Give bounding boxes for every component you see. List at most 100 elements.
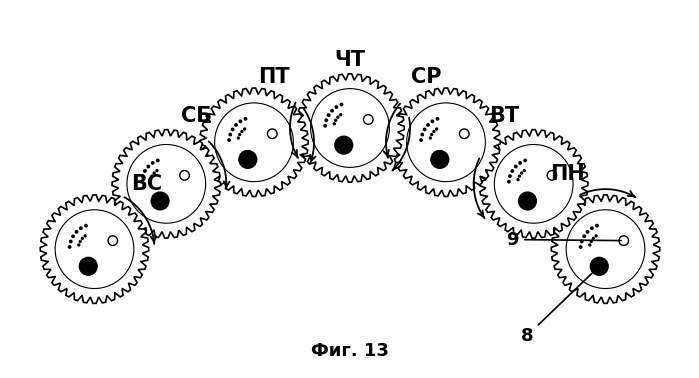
- Polygon shape: [552, 195, 660, 304]
- Circle shape: [586, 230, 589, 234]
- Circle shape: [229, 133, 232, 136]
- Circle shape: [619, 236, 628, 245]
- Circle shape: [71, 234, 75, 238]
- Circle shape: [326, 113, 331, 117]
- Circle shape: [590, 226, 594, 230]
- Text: ЧТ: ЧТ: [335, 50, 366, 70]
- Circle shape: [155, 169, 159, 172]
- Circle shape: [83, 234, 87, 237]
- Circle shape: [588, 243, 591, 246]
- Circle shape: [494, 144, 573, 223]
- Circle shape: [340, 102, 343, 107]
- Circle shape: [419, 138, 423, 142]
- Circle shape: [579, 245, 582, 249]
- Circle shape: [518, 175, 521, 178]
- Circle shape: [234, 123, 238, 127]
- Circle shape: [339, 113, 343, 116]
- Polygon shape: [41, 195, 149, 304]
- Circle shape: [80, 237, 84, 240]
- Circle shape: [323, 124, 327, 128]
- Circle shape: [514, 164, 518, 169]
- Circle shape: [363, 115, 373, 124]
- Circle shape: [55, 210, 134, 288]
- Circle shape: [590, 257, 609, 276]
- Circle shape: [84, 224, 88, 228]
- Circle shape: [77, 243, 80, 246]
- Circle shape: [589, 240, 593, 243]
- Text: ВС: ВС: [131, 174, 162, 194]
- Circle shape: [237, 136, 240, 140]
- Circle shape: [310, 88, 389, 167]
- Text: 8: 8: [521, 268, 597, 345]
- Circle shape: [243, 117, 247, 121]
- Circle shape: [156, 158, 159, 162]
- Circle shape: [507, 180, 511, 184]
- Circle shape: [240, 130, 243, 133]
- Circle shape: [432, 130, 435, 133]
- Circle shape: [238, 133, 241, 136]
- Text: СР: СР: [411, 67, 441, 87]
- Text: ПН: ПН: [550, 164, 585, 184]
- Circle shape: [143, 169, 147, 173]
- Circle shape: [423, 127, 426, 131]
- Circle shape: [333, 122, 336, 125]
- Circle shape: [151, 161, 154, 165]
- Circle shape: [227, 138, 231, 142]
- Polygon shape: [200, 88, 308, 197]
- Circle shape: [68, 245, 71, 249]
- Circle shape: [79, 257, 98, 276]
- Circle shape: [426, 123, 430, 127]
- Circle shape: [582, 234, 586, 238]
- Circle shape: [150, 191, 170, 211]
- Circle shape: [595, 234, 598, 237]
- Circle shape: [523, 169, 526, 172]
- Circle shape: [431, 119, 434, 123]
- Circle shape: [215, 103, 294, 182]
- Text: 9: 9: [507, 231, 621, 249]
- Circle shape: [524, 158, 527, 162]
- Circle shape: [435, 117, 440, 121]
- Circle shape: [238, 150, 257, 169]
- Circle shape: [330, 109, 334, 113]
- Circle shape: [140, 174, 145, 178]
- Circle shape: [268, 129, 277, 139]
- Circle shape: [75, 230, 78, 234]
- Circle shape: [79, 226, 82, 230]
- Circle shape: [517, 178, 519, 181]
- Circle shape: [238, 119, 243, 123]
- Circle shape: [334, 136, 354, 155]
- Circle shape: [518, 191, 537, 211]
- Polygon shape: [480, 130, 588, 238]
- Circle shape: [146, 164, 150, 169]
- Circle shape: [430, 150, 449, 169]
- Circle shape: [566, 210, 645, 288]
- Text: ПТ: ПТ: [258, 67, 290, 87]
- Circle shape: [78, 240, 82, 243]
- Circle shape: [591, 237, 595, 240]
- Circle shape: [510, 169, 514, 173]
- Circle shape: [69, 240, 73, 243]
- Circle shape: [508, 174, 512, 178]
- Circle shape: [335, 105, 338, 109]
- Circle shape: [518, 161, 522, 165]
- Circle shape: [149, 178, 152, 181]
- Text: ВТ: ВТ: [489, 106, 519, 126]
- Circle shape: [334, 119, 338, 122]
- Circle shape: [108, 236, 117, 245]
- Circle shape: [580, 240, 584, 243]
- Circle shape: [243, 127, 246, 131]
- Circle shape: [430, 133, 433, 136]
- Circle shape: [152, 171, 156, 175]
- Circle shape: [324, 118, 329, 122]
- Circle shape: [428, 136, 432, 140]
- Polygon shape: [296, 74, 404, 182]
- Circle shape: [127, 144, 206, 223]
- Text: СБ: СБ: [181, 106, 212, 126]
- Circle shape: [231, 127, 235, 131]
- Polygon shape: [112, 130, 220, 238]
- Circle shape: [520, 171, 524, 175]
- Circle shape: [180, 170, 189, 180]
- Text: Фиг. 13: Фиг. 13: [311, 342, 389, 360]
- Circle shape: [595, 224, 599, 228]
- Circle shape: [547, 170, 557, 180]
